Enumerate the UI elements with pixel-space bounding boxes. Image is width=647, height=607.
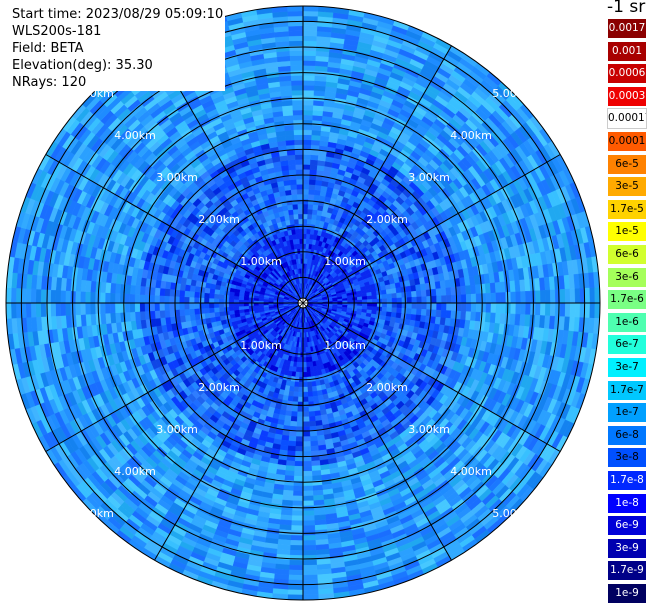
azimuth-spokes <box>6 6 600 600</box>
range-label: 5.00km <box>492 87 534 100</box>
elevation-label: Elevation(deg): 35.30 <box>12 57 226 74</box>
range-label: 2.00km <box>366 381 408 394</box>
nrays-label: NRays: 120 <box>12 74 226 91</box>
field-label: Field: BETA <box>12 40 226 57</box>
color-scale-entry: 1e-9 <box>607 583 647 604</box>
range-label: 2.00km <box>198 213 240 226</box>
range-label: 4.00km <box>450 465 492 478</box>
color-scale-entry: 3e-7 <box>607 357 647 378</box>
range-label: 3.00km <box>156 423 198 436</box>
color-scale-entry: 3e-6 <box>607 266 647 288</box>
instrument-label: WLS200s-181 <box>12 23 226 40</box>
scan-info: Start time: 2023/08/29 05:09:10 WLS200s-… <box>12 6 226 91</box>
range-labels: 1.00km 1.00km 1.00km 1.00km 2.00km 2.00km 2.00… <box>72 87 534 520</box>
range-label: 5.00km <box>72 507 114 520</box>
color-scale-entry: 0.00017 <box>607 108 647 130</box>
radar-center <box>297 297 309 309</box>
color-scale-entry: 1e-5 <box>607 221 647 243</box>
color-scale-entry: 0.0017 <box>607 18 647 39</box>
color-scale-entry: 3e-9 <box>607 537 647 559</box>
units-label: -1 sr <box>607 0 646 17</box>
color-scale-entry: 6e-7 <box>607 334 647 356</box>
color-scale-entry: 0.0001 <box>607 131 647 152</box>
color-scale-entry: 1e-6 <box>607 311 647 333</box>
range-label: 3.00km <box>408 423 450 436</box>
color-scale-entry: 0.0006 <box>607 63 647 85</box>
range-label: 4.00km <box>450 129 492 142</box>
color-scale-entry: 1.7e-9 <box>607 560 647 582</box>
color-scale-entry: 0.0003 <box>607 85 647 107</box>
range-label: 2.00km <box>198 381 240 394</box>
color-scale-entry: 1e-8 <box>607 492 647 514</box>
range-label: 1.00km <box>240 339 282 352</box>
range-label: 4.00km <box>114 129 156 142</box>
color-scale-entry: 6e-5 <box>607 153 647 175</box>
color-scale-entry: 0.001 <box>607 40 647 62</box>
color-scale-entry: 1.7e-8 <box>607 470 647 491</box>
color-scale-entry: 3e-5 <box>607 176 647 198</box>
color-scale-entry: 3e-8 <box>607 447 647 469</box>
range-label: 3.00km <box>408 171 450 184</box>
color-scale-entry: 6e-6 <box>607 244 647 265</box>
color-scale-entry: 1.7e-6 <box>607 289 647 311</box>
range-label: 4.00km <box>114 465 156 478</box>
color-scale-entry: 1e-7 <box>607 402 647 424</box>
range-label: 1.00km <box>240 255 282 268</box>
range-label: 3.00km <box>156 171 198 184</box>
radar-data <box>5 5 601 601</box>
ppi-plot: 1.00km 1.00km 1.00km 1.00km 2.00km 2.00km 2.00… <box>5 5 601 601</box>
range-label: 1.00km <box>324 339 366 352</box>
range-label: 2.00km <box>366 213 408 226</box>
start-time-label: Start time: 2023/08/29 05:09:10 <box>12 6 226 23</box>
color-scale-entry: 6e-9 <box>607 515 647 537</box>
color-scale-entry: 6e-8 <box>607 424 647 446</box>
color-scale-entry: 1.7e-5 <box>607 198 647 220</box>
range-label: 5.00km <box>492 507 534 520</box>
range-label: 1.00km <box>324 255 366 268</box>
color-scale-entry: 1.7e-7 <box>607 379 647 401</box>
